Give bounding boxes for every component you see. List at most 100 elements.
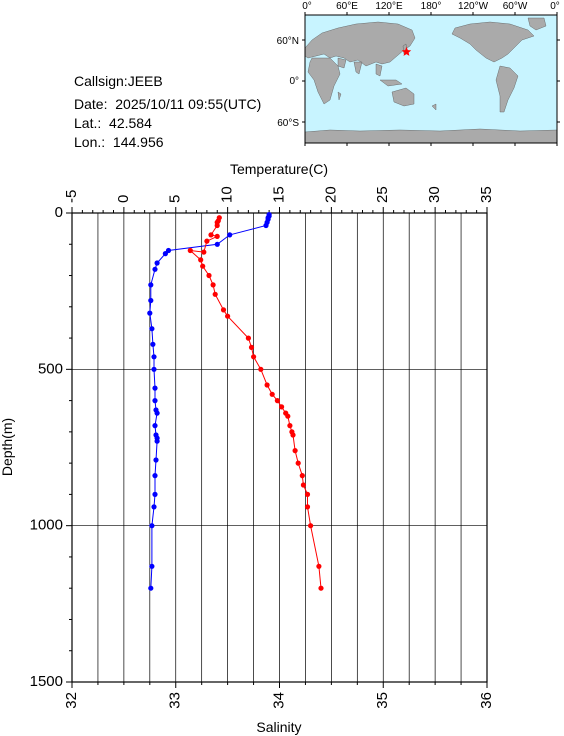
- date-line: Date: 2025/10/11 09:55(UTC): [74, 96, 261, 112]
- temperature-data-point: [162, 251, 168, 257]
- salinity-data-point: [274, 398, 280, 404]
- salinity-data-point: [299, 473, 305, 479]
- salinity-data-point: [204, 238, 210, 244]
- temperature-tick-label: 35: [478, 186, 495, 203]
- map-side-labels: 60°N 0° 60°S: [277, 36, 300, 129]
- temperature-data-point: [148, 297, 154, 304]
- temperature-data-point: [149, 326, 155, 332]
- salinity-data-point: [208, 232, 214, 238]
- temperature-data-point: [154, 438, 160, 444]
- salinity-data-point: [269, 391, 275, 397]
- salinity-tick-label: 35: [374, 692, 391, 709]
- salinity-data-point: [300, 482, 306, 488]
- salinity-tick-label: 33: [167, 692, 184, 709]
- lat-line: Lat.: 42.584: [74, 115, 152, 131]
- temperature-data-point: [152, 423, 158, 429]
- salinity-data-point: [290, 432, 296, 438]
- temperature-data-point: [152, 398, 158, 404]
- salinity-data-point: [251, 354, 257, 360]
- depth-axis-label: Depth(m): [0, 418, 15, 476]
- lat-value: 42.584: [109, 115, 152, 131]
- depth-axis: 0 500 1000 1500: [30, 204, 72, 690]
- temperature-data-point: [154, 260, 160, 266]
- temperature-data-point: [149, 563, 155, 569]
- salinity-axis-label: Salinity: [256, 719, 301, 735]
- salinity-data-point: [225, 313, 231, 319]
- lon-line: Lon.: 144.956: [74, 134, 164, 150]
- date-value: 2025/10/11 09:55(UTC): [115, 96, 262, 112]
- map-land: [304, 17, 558, 144]
- temperature-data-point: [151, 354, 157, 360]
- data-series: [147, 212, 324, 591]
- salinity-data-point: [206, 272, 212, 279]
- salinity-data-point: [220, 307, 227, 313]
- salinity-data-point: [200, 263, 206, 269]
- map-top-labels: 0° 60°E 120°E 180° 120°W 60°W 0°: [302, 1, 560, 12]
- salinity-data-point: [214, 233, 220, 239]
- temperature-tick-label: 20: [322, 186, 339, 203]
- station-marker: [401, 46, 412, 56]
- temperature-tick-label: 5: [167, 195, 184, 203]
- temperature-data-point: [151, 366, 157, 372]
- map-lat-label: 60°N: [277, 36, 299, 47]
- salinity-data-point: [304, 491, 311, 497]
- temperature-profile-line: [149, 214, 270, 589]
- salinity-tick-label: 34: [270, 692, 287, 709]
- lon-label: Lon.:: [74, 134, 106, 150]
- temperature-tick-label: 15: [270, 186, 287, 203]
- lon-value: 144.956: [112, 134, 164, 150]
- world-map: 0° 60°E 120°E 180° 120°W 60°W 0° 60°N 0°…: [277, 1, 560, 146]
- salinity-data-point: [279, 404, 285, 410]
- salinity-data-point: [198, 257, 204, 263]
- temperature-data-point: [214, 241, 220, 247]
- map-lat-label: 60°S: [277, 118, 299, 129]
- depth-tick-label: 500: [38, 360, 63, 377]
- salinity-tick-label: 32: [63, 692, 80, 709]
- temperature-tick-label: 30: [426, 186, 443, 203]
- salinity-axis: 32 33 34 35 36: [63, 682, 495, 709]
- salinity-data-point: [295, 460, 301, 466]
- date-label: Date:: [74, 96, 108, 112]
- temperature-data-point: [227, 232, 233, 238]
- map-lon-label: 120°W: [458, 1, 489, 12]
- profile-plot: -5 0 5 10 15 20 25 30 35 32 33 34 35 36 050010001500…: [0, 161, 495, 735]
- map-lon-label: 60°W: [503, 1, 528, 12]
- temperature-data-point: [154, 410, 160, 416]
- map-lon-label: 180°: [421, 1, 442, 12]
- temperature-data-point: [152, 473, 158, 479]
- salinity-data-point: [210, 282, 216, 288]
- temperature-data-point: [148, 585, 154, 591]
- map-lat-label: 0°: [289, 76, 299, 87]
- salinity-data-point: [201, 249, 207, 255]
- temperature-tick-label: -5: [63, 190, 80, 203]
- depth-tick-label: 1500: [30, 673, 63, 690]
- temperature-data-point: [150, 341, 156, 347]
- map-lon-label: 60°E: [336, 1, 358, 12]
- salinity-data-point: [187, 247, 193, 254]
- temperature-data-point: [152, 491, 158, 497]
- temperature-data-point: [153, 457, 159, 463]
- salinity-data-point: [316, 563, 322, 569]
- temperature-axis: -5 0 5 10 15 20 25 30 35: [63, 186, 495, 213]
- callsign-text: Callsign:JEEB: [74, 73, 163, 89]
- salinity-tick-label: 36: [478, 692, 495, 709]
- salinity-data-point: [264, 382, 270, 388]
- salinity-data-point: [292, 448, 298, 454]
- temperature-data-point: [151, 504, 157, 510]
- station-star-icon: [401, 46, 412, 56]
- temperature-data-point: [152, 266, 158, 272]
- temperature-tick-label: 10: [219, 186, 236, 203]
- map-lon-label: 0°: [302, 1, 312, 12]
- salinity-data-point: [304, 504, 311, 510]
- temperature-tick-label: 0: [115, 195, 132, 203]
- plot-grid: [72, 213, 487, 682]
- temperature-data-point: [263, 222, 269, 229]
- depth-tick-label: 0: [55, 204, 63, 221]
- temperature-tick-label: 25: [374, 186, 391, 203]
- depth-tick-label: 1000: [30, 517, 63, 534]
- temperature-data-point: [152, 385, 158, 391]
- map-tick-marks: [302, 12, 560, 146]
- map-lon-label: 0°: [550, 1, 560, 12]
- salinity-data-point: [214, 222, 220, 229]
